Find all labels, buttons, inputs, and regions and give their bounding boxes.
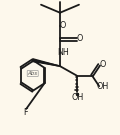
Text: OH: OH xyxy=(71,93,83,102)
Text: NH: NH xyxy=(58,48,69,57)
Text: O: O xyxy=(99,60,106,69)
Text: OH: OH xyxy=(97,82,109,91)
Text: O: O xyxy=(76,34,83,43)
Text: Abs: Abs xyxy=(28,71,38,76)
Polygon shape xyxy=(33,59,60,66)
Text: O: O xyxy=(60,21,66,30)
Text: F: F xyxy=(23,108,28,117)
